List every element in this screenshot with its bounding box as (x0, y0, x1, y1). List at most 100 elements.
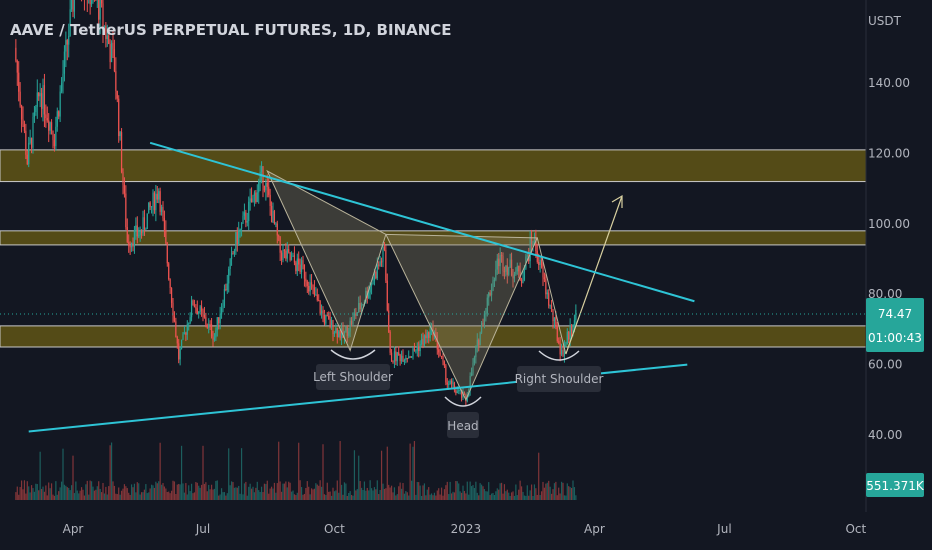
volume-bar (443, 489, 446, 500)
candle-body (562, 350, 564, 357)
volume-bar (266, 480, 268, 500)
candle-body (58, 111, 60, 117)
volume-bar (30, 485, 33, 500)
volume-bar (398, 486, 400, 500)
volume-bar (448, 494, 450, 500)
candle-body (246, 221, 248, 223)
label-head[interactable]: Head (447, 412, 479, 438)
volume-bar (375, 489, 377, 500)
volume-bar (212, 489, 214, 500)
volume-bar (439, 494, 441, 500)
volume-bar (403, 493, 406, 500)
volume-bar (430, 493, 433, 500)
candle-body (300, 260, 303, 273)
candle-body (356, 312, 358, 316)
candle-body (183, 332, 186, 334)
candle-body (378, 264, 380, 266)
candle-body (199, 306, 201, 312)
candle-body (46, 118, 48, 121)
candle-body (252, 195, 254, 203)
candle-body (39, 93, 41, 97)
candle-body (136, 225, 138, 237)
time-axis[interactable]: Apr Jul Oct 2023 Apr Jul Oct (63, 522, 867, 536)
label-left-shoulder[interactable]: Left Shoulder (313, 364, 393, 390)
candle-body (362, 304, 364, 306)
volume-bar (42, 486, 44, 500)
label-head-text: Head (447, 419, 478, 433)
volume-bar (489, 495, 491, 500)
volume-bar (250, 488, 253, 500)
candle-body (546, 292, 548, 295)
volume-bar (306, 481, 308, 500)
candle-body (399, 354, 401, 362)
candle-body (165, 230, 167, 244)
candle-body (320, 310, 323, 314)
volume-bar (385, 488, 387, 500)
candle-body (463, 391, 466, 395)
volume-bar (246, 495, 248, 500)
volume-bar (516, 495, 518, 500)
volume-bar (163, 486, 166, 500)
candle-body (18, 72, 20, 92)
volume-bar (86, 480, 88, 500)
candle-body (188, 323, 190, 325)
candle-body (342, 328, 344, 337)
volume-bar (43, 491, 46, 500)
candle-body (48, 120, 50, 131)
time-tick-label: Jul (195, 522, 210, 536)
candle-body (385, 250, 387, 281)
price-tick-label: 140.00 (868, 76, 910, 90)
volume-bar (460, 492, 463, 500)
candle-body (483, 313, 486, 326)
candle-body (243, 212, 246, 216)
candle-body (329, 318, 331, 327)
volume-bars (15, 441, 577, 500)
volume-bar (195, 482, 197, 500)
candle-body (548, 292, 550, 306)
volume-bar (53, 495, 56, 500)
candle-body (296, 258, 298, 272)
candle-body (458, 390, 460, 392)
candle-body (485, 313, 487, 315)
volume-bar (159, 442, 161, 500)
chart-title: AAVE / TetherUS PERPETUAL FUTURES, 1D, B… (10, 21, 452, 39)
volume-bar (108, 486, 110, 500)
volume-bar (293, 494, 296, 500)
candle-body (292, 255, 294, 257)
volume-bar (288, 481, 290, 500)
price-tick-label: 60.00 (868, 358, 902, 372)
volume-bar (150, 484, 153, 500)
volume-bar (16, 486, 18, 500)
candle-body (348, 331, 350, 336)
candle-body (162, 207, 164, 219)
candle-body (250, 198, 253, 203)
price-axis[interactable]: 40.00 60.00 80.00 100.00 120.00 140.00 (868, 76, 910, 442)
volume-bar (92, 486, 94, 500)
candle-body (496, 258, 498, 270)
pattern-bottom-curve (444, 396, 482, 407)
volume-bar (285, 481, 287, 500)
volume-bar (46, 495, 48, 500)
candle-body (233, 250, 236, 254)
candle-body (59, 91, 61, 117)
candle-body (352, 315, 354, 325)
volume-bar (265, 484, 267, 500)
volume-bar (172, 480, 174, 500)
candle-body (62, 73, 64, 84)
volume-bar (125, 486, 127, 500)
label-right-shoulder[interactable]: Right Shoulder (515, 366, 604, 392)
candle-body (218, 317, 220, 324)
candle-body (249, 198, 251, 202)
volume-bar (239, 493, 241, 500)
candle-body (400, 355, 403, 362)
volume-bar (562, 482, 564, 500)
candle-body (319, 300, 321, 314)
volume-bar (336, 480, 338, 500)
candle-body (290, 256, 293, 260)
volume-bar (373, 487, 376, 500)
volume-bar (226, 493, 228, 500)
volume-bar (256, 481, 258, 500)
candle-body (395, 351, 397, 362)
